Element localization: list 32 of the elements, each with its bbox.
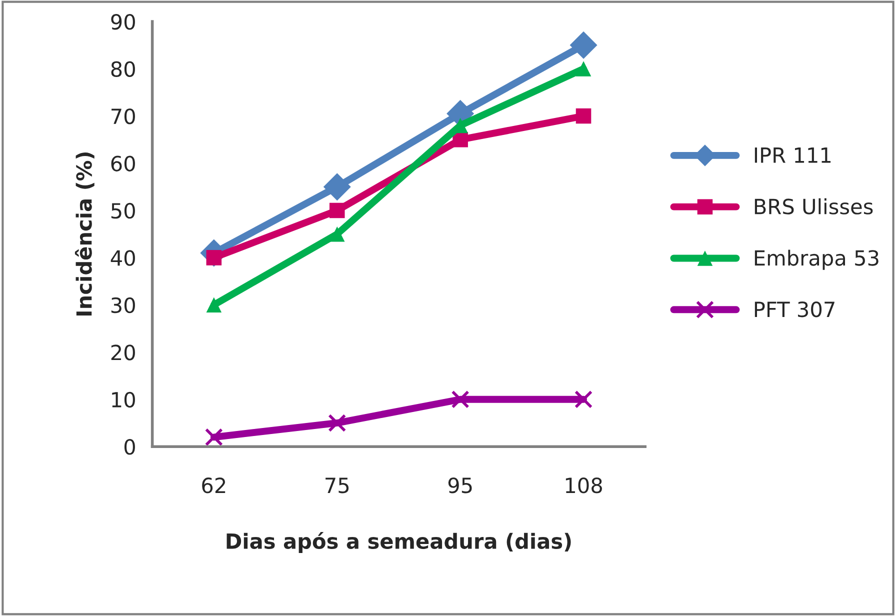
- y-tick-label: 90: [111, 14, 135, 30]
- x-tick-label: 62: [202, 478, 226, 494]
- point: [204, 428, 223, 446]
- legend-label: IPR 111: [754, 148, 831, 163]
- y-tick-label: 70: [112, 108, 135, 124]
- point: [451, 390, 470, 408]
- point: [574, 390, 593, 408]
- y-tick-label: 60: [111, 156, 135, 172]
- point: [328, 414, 346, 432]
- legend-label: Embrapa 53: [754, 250, 878, 270]
- y-tick-label: 0: [124, 439, 135, 455]
- point: [576, 61, 592, 76]
- x-tick-label: 95: [448, 478, 472, 494]
- y-tick-label: 50: [111, 202, 135, 219]
- point: [329, 202, 345, 218]
- x-tick-label: 108: [566, 478, 602, 494]
- point: [576, 108, 592, 124]
- x-axis-title: Dias após a semeadura (dias): [226, 532, 571, 554]
- y-tick-label: 80: [111, 61, 135, 77]
- legend-label: BRS Ulisses: [754, 198, 873, 214]
- point: [329, 226, 345, 242]
- y-tick-label: 30: [111, 297, 135, 314]
- point: [323, 173, 351, 201]
- point: [452, 132, 468, 148]
- y-tick-label: 10: [112, 392, 135, 408]
- y-tick-label: 20: [111, 344, 135, 360]
- point: [206, 297, 222, 313]
- y-axis-title: Incidência (%): [74, 152, 94, 316]
- x-tick-label: 75: [326, 478, 349, 494]
- legend-label: PFT 307: [754, 301, 834, 318]
- y-tick-label: 40: [110, 250, 135, 266]
- point: [570, 31, 598, 59]
